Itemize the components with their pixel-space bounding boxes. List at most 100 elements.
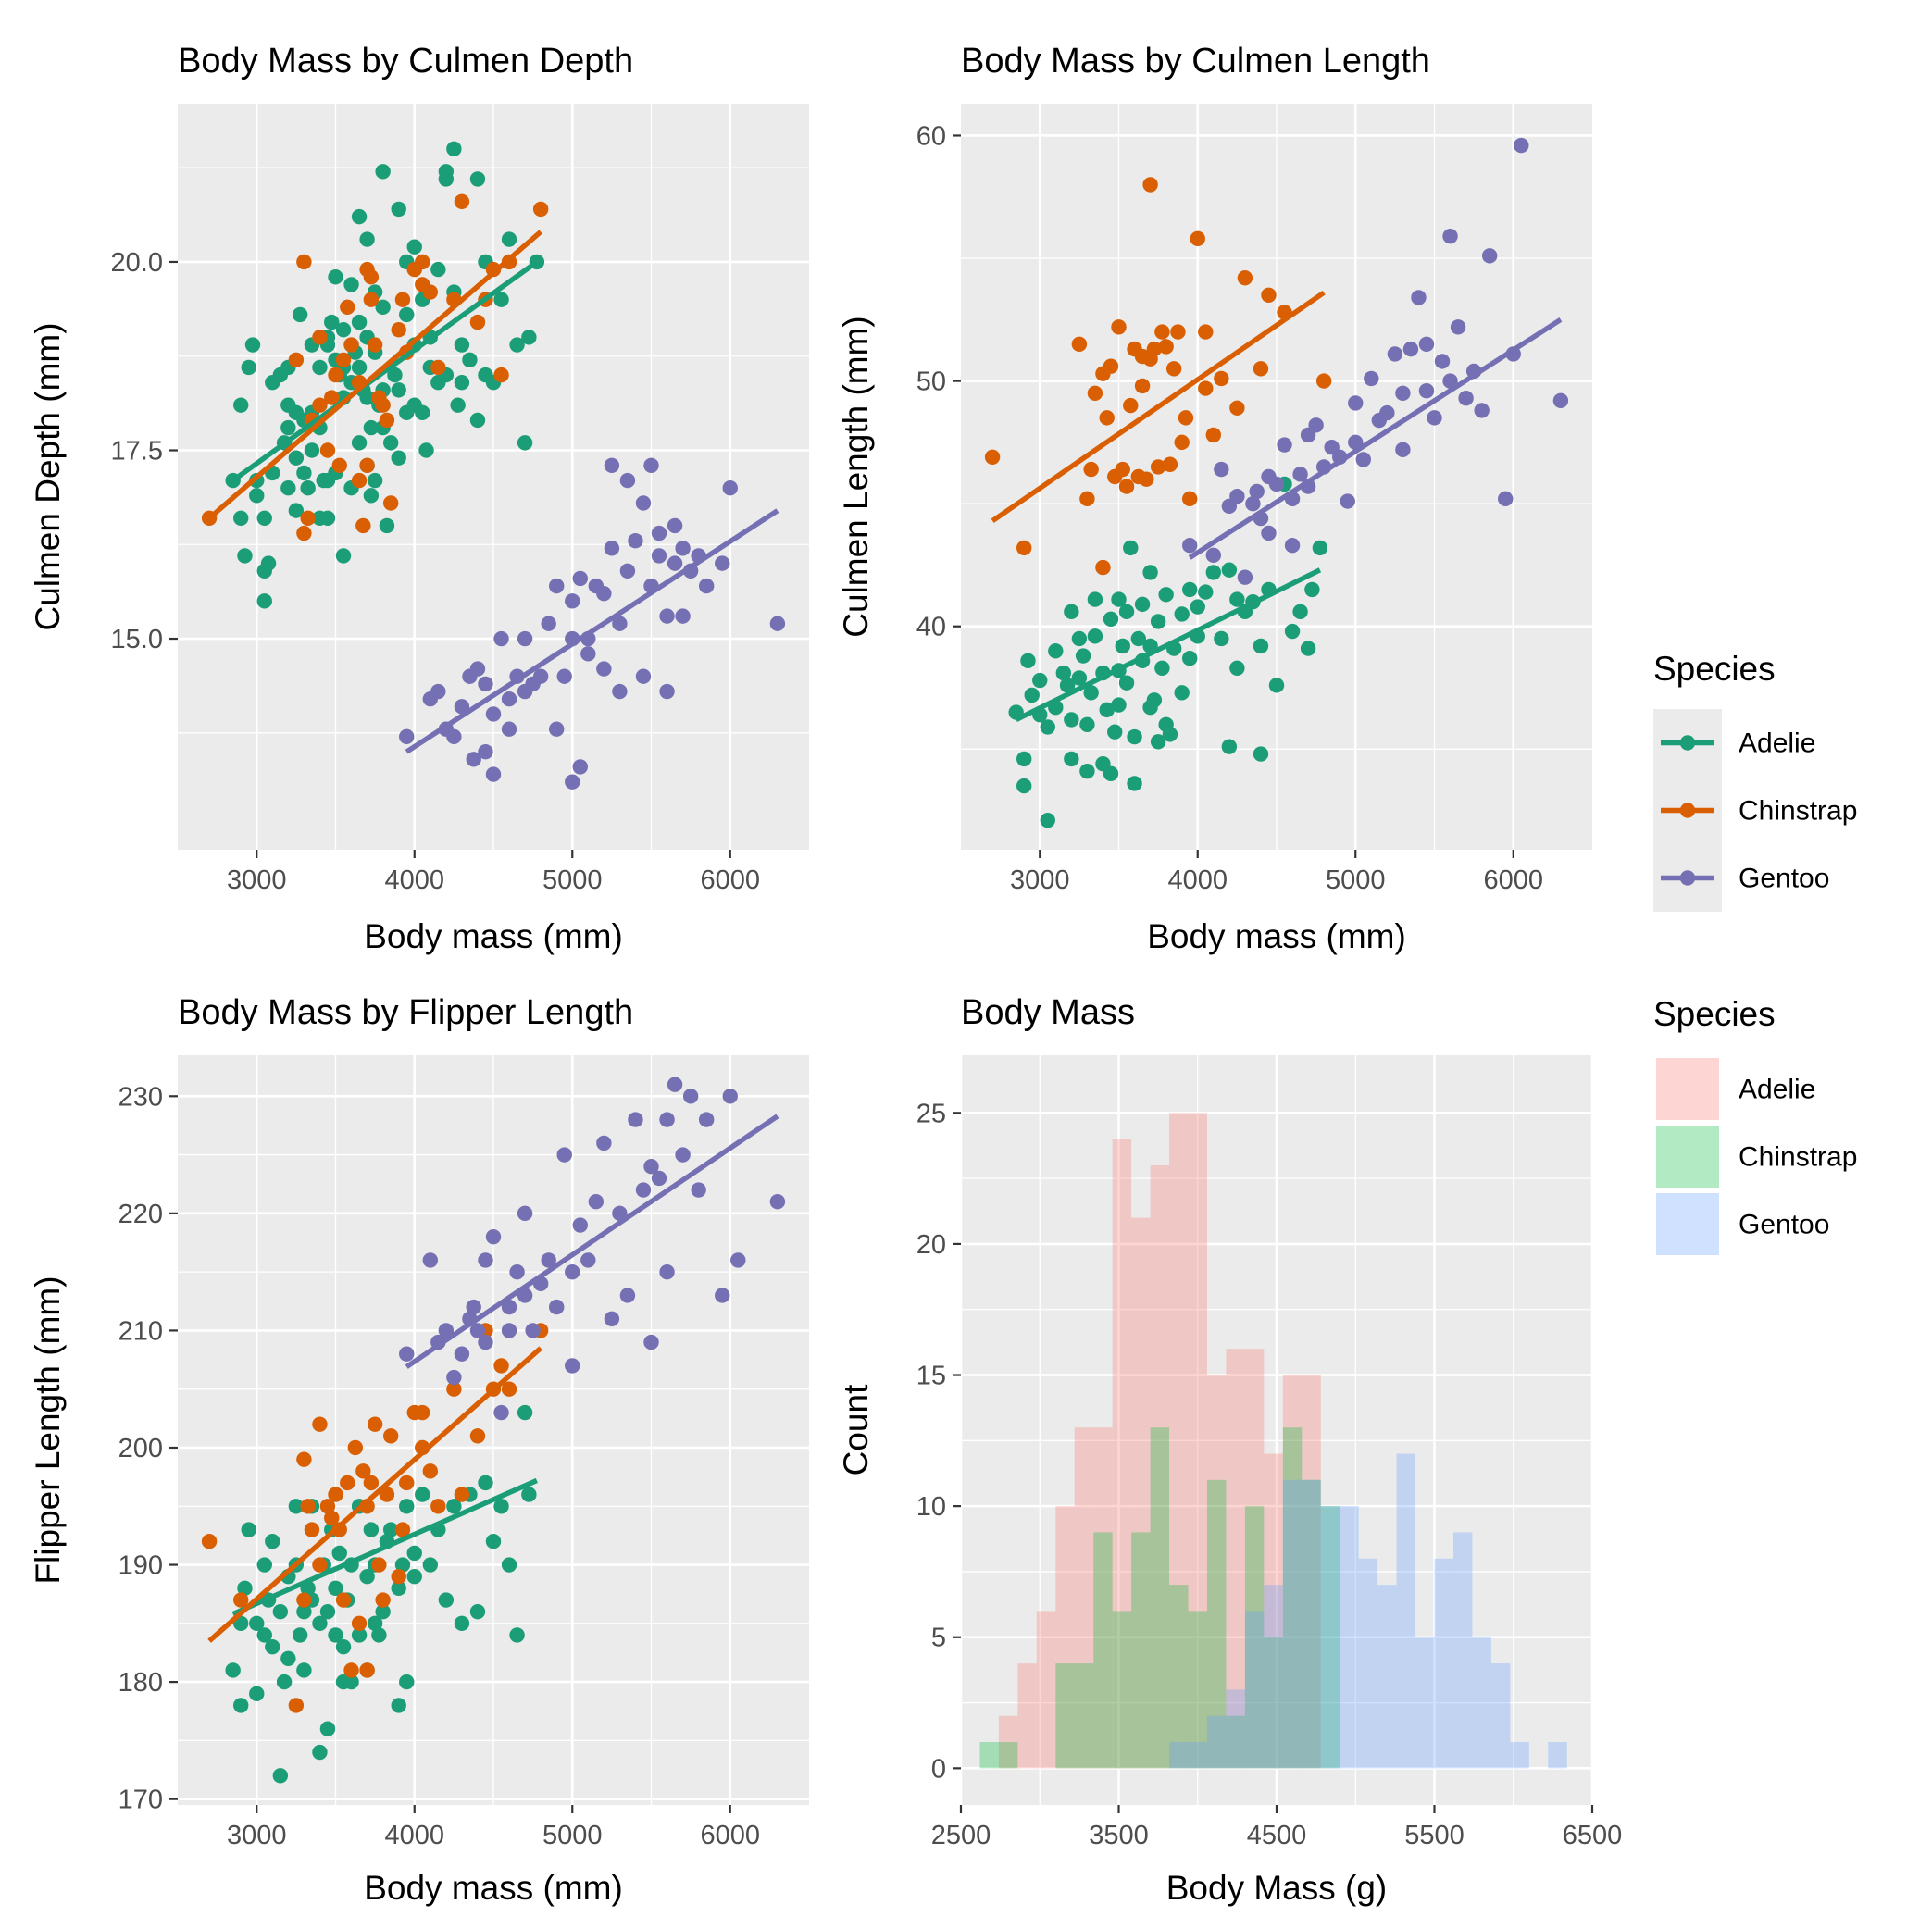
data-point [612,683,628,700]
data-point [387,367,403,383]
data-point [371,1627,387,1643]
data-point [1221,739,1238,754]
data-point [422,284,438,300]
y-tick-label: 20.0 [111,248,163,278]
fit-line-gentoo [405,508,779,754]
data-point [619,1288,636,1303]
data-point [430,261,446,278]
data-point [565,1358,580,1374]
data-point [635,1182,652,1198]
data-point [659,1263,675,1280]
data-point [394,292,411,307]
data-point [469,1603,486,1620]
data-point [1395,385,1411,402]
legend-title: Species [1653,995,1776,1033]
data-point [1253,638,1269,654]
data-point [328,367,343,383]
y-tick-label: 50 [916,367,946,397]
data-point [430,683,446,700]
data-point [347,1439,364,1456]
data-point [1427,410,1442,426]
data-point [249,1615,265,1632]
data-point [351,435,368,451]
x-tick-label: 6000 [700,1821,760,1850]
data-point [1379,404,1395,421]
data-point [1170,324,1186,340]
data-point [1245,495,1261,512]
data-point [296,1592,312,1608]
data-point [659,1112,675,1127]
data-point [1229,400,1245,416]
data-point [541,1252,556,1268]
data-point [331,1545,347,1562]
data-point [288,352,305,368]
data-point [351,314,368,330]
data-point [501,231,517,247]
data-point [351,1627,368,1643]
data-point [682,1089,699,1104]
data-point [296,525,312,541]
data-point [1308,417,1324,433]
data-point [363,419,380,436]
histogram-bar [1264,1637,1283,1769]
data-point [1095,559,1111,576]
data-point [1214,630,1229,647]
histogram-bar [1302,1479,1321,1769]
data-point [1198,584,1214,600]
data-point [367,337,383,353]
histogram-bar [1490,1663,1511,1769]
histogram-bar [1302,1479,1321,1769]
data-point [1178,410,1194,426]
legend-key-point [1679,735,1696,751]
data-point [1364,370,1379,387]
data-point [237,548,253,564]
data-point [604,541,620,556]
chart-title: Body Mass [961,993,1135,1032]
fit-line-adelie [231,1477,538,1617]
data-point [1016,778,1032,794]
histogram-bar [1452,1532,1473,1769]
histogram-bar [1206,1715,1227,1769]
histogram-bar [979,1742,999,1769]
data-point [328,269,343,285]
data-point [454,1487,470,1502]
data-point [580,1252,596,1268]
data-point [1158,587,1174,603]
data-point [493,292,509,307]
data-point [406,1545,422,1562]
data-point [509,337,525,353]
data-point [619,563,636,579]
data-point [643,1334,659,1350]
histogram-bar [1188,1113,1207,1769]
data-point [343,277,359,292]
data-point [335,352,352,368]
y-tick-label: 180 [118,1668,163,1698]
data-point [399,1346,415,1362]
data-point [1079,763,1095,779]
data-point [379,412,395,429]
data-point [1150,734,1166,750]
y-tick-label: 60 [916,121,946,151]
data-point [1118,479,1135,494]
y-axis-label: Count [837,1384,875,1475]
data-point [493,1358,509,1374]
data-point [324,390,340,405]
data-point [501,1323,517,1338]
histogram-bar [1131,1532,1151,1769]
data-point [438,1592,455,1608]
data-point [430,359,446,376]
data-point [1115,638,1130,654]
chart-panel-2: 3000 4000 5000 6000 40 50 60 Body Mass by Culme… [837,42,1592,955]
data-point [391,450,406,466]
data-point [1103,765,1119,782]
histogram-bar [1244,1349,1265,1769]
histogram-bar [1169,1742,1189,1769]
data-point [525,1323,541,1338]
data-point [256,593,272,609]
legend-key-swatch [1654,1124,1721,1189]
data-point [233,1592,249,1608]
data-point [331,457,347,473]
data-point [1075,648,1091,664]
y-tick-label: 0 [931,1754,946,1784]
